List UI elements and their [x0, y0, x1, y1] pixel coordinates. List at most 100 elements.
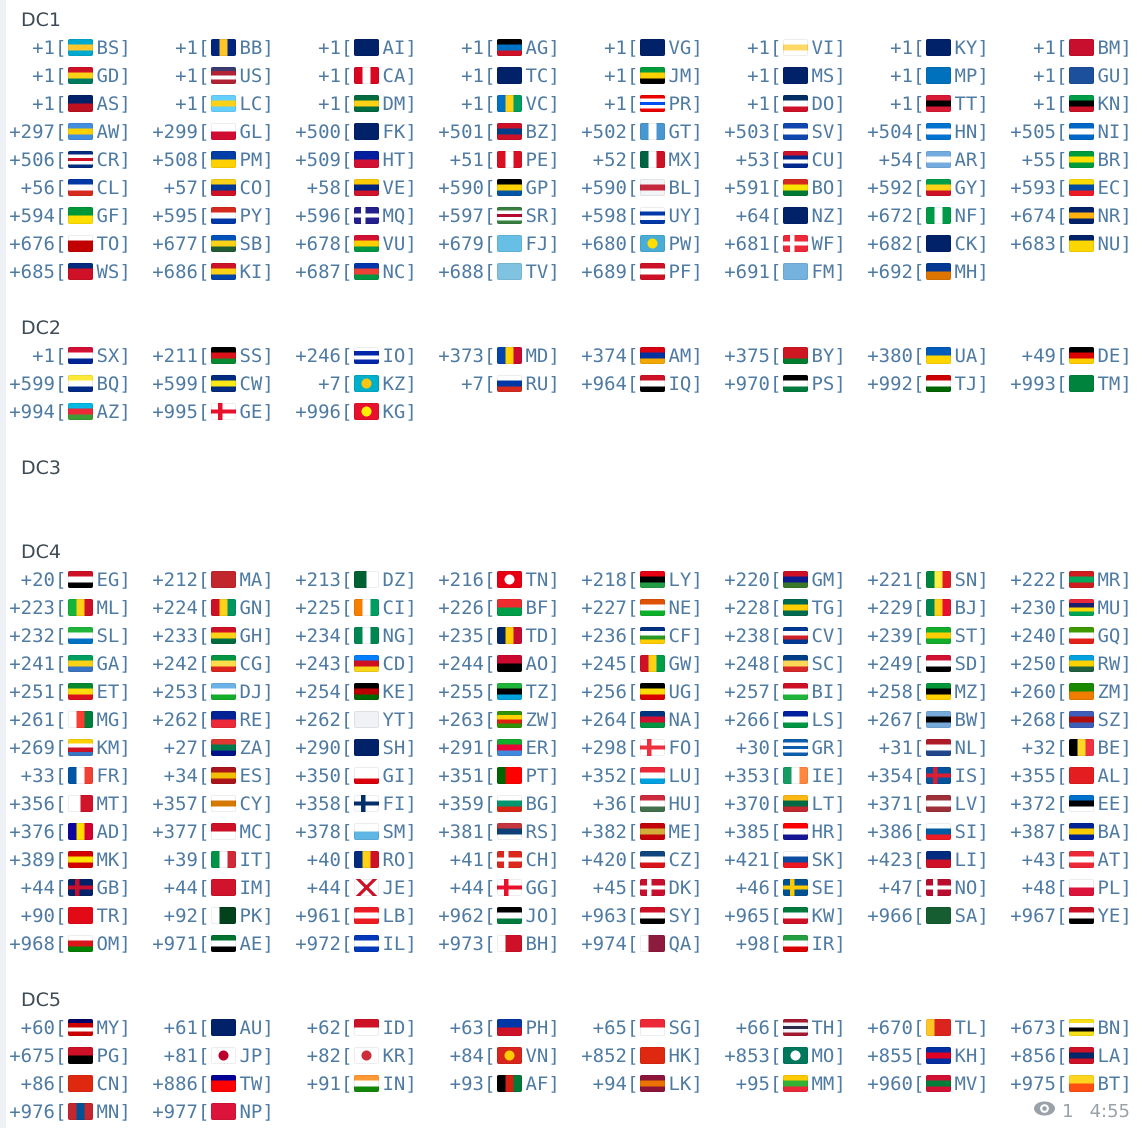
phone-code-entry[interactable]: +1[VG]	[572, 34, 715, 62]
phone-code-entry[interactable]: +243[CD]	[286, 650, 429, 678]
phone-code-entry[interactable]: +976[MN]	[0, 1098, 143, 1126]
phone-code-entry[interactable]: +852[HK]	[572, 1042, 715, 1070]
phone-code-entry[interactable]: +91[IN]	[286, 1070, 429, 1098]
phone-code-entry[interactable]: +1[TT]	[858, 90, 1001, 118]
phone-code-entry[interactable]: +241[GA]	[0, 650, 143, 678]
phone-code-entry[interactable]: +46[SE]	[715, 874, 858, 902]
phone-code-entry[interactable]: +228[TG]	[715, 594, 858, 622]
phone-code-entry[interactable]: +44[JE]	[286, 874, 429, 902]
phone-code-entry[interactable]: +55[BR]	[1001, 146, 1144, 174]
phone-code-entry[interactable]: +258[MZ]	[858, 678, 1001, 706]
phone-code-entry[interactable]: +356[MT]	[0, 790, 143, 818]
phone-code-entry[interactable]: +597[SR]	[429, 202, 572, 230]
phone-code-entry[interactable]: +222[MR]	[1001, 566, 1144, 594]
phone-code-entry[interactable]: +1[KY]	[858, 34, 1001, 62]
phone-code-entry[interactable]: +381[RS]	[429, 818, 572, 846]
phone-code-entry[interactable]: +599[BQ]	[0, 370, 143, 398]
phone-code-entry[interactable]: +691[FM]	[715, 258, 858, 286]
phone-code-entry[interactable]: +856[LA]	[1001, 1042, 1144, 1070]
phone-code-entry[interactable]: +357[CY]	[143, 790, 286, 818]
phone-code-entry[interactable]: +20[EG]	[0, 566, 143, 594]
phone-code-entry[interactable]: +855[KH]	[858, 1042, 1001, 1070]
phone-code-entry[interactable]: +590[GP]	[429, 174, 572, 202]
phone-code-entry[interactable]: +682[CK]	[858, 230, 1001, 258]
phone-code-entry[interactable]: +970[PS]	[715, 370, 858, 398]
phone-code-entry[interactable]: +251[ET]	[0, 678, 143, 706]
phone-code-entry[interactable]: +389[MK]	[0, 846, 143, 874]
phone-code-entry[interactable]: +500[FK]	[286, 118, 429, 146]
phone-code-entry[interactable]: +680[PW]	[572, 230, 715, 258]
phone-code-entry[interactable]: +260[ZM]	[1001, 678, 1144, 706]
phone-code-entry[interactable]: +380[UA]	[858, 342, 1001, 370]
phone-code-entry[interactable]: +377[MC]	[143, 818, 286, 846]
phone-code-entry[interactable]: +64[NZ]	[715, 202, 858, 230]
phone-code-entry[interactable]: +975[BT]	[1001, 1070, 1144, 1098]
phone-code-entry[interactable]: +372[EE]	[1001, 790, 1144, 818]
phone-code-entry[interactable]: +420[CZ]	[572, 846, 715, 874]
phone-code-entry[interactable]: +40[RO]	[286, 846, 429, 874]
phone-code-entry[interactable]: +53[CU]	[715, 146, 858, 174]
phone-code-entry[interactable]: +977[NP]	[143, 1098, 286, 1126]
phone-code-entry[interactable]: +268[SZ]	[1001, 706, 1144, 734]
phone-code-entry[interactable]: +238[CV]	[715, 622, 858, 650]
phone-code-entry[interactable]: +93[AF]	[429, 1070, 572, 1098]
phone-code-entry[interactable]: +41[CH]	[429, 846, 572, 874]
phone-code-entry[interactable]: +44[GG]	[429, 874, 572, 902]
phone-code-entry[interactable]: +351[PT]	[429, 762, 572, 790]
phone-code-entry[interactable]: +230[MU]	[1001, 594, 1144, 622]
phone-code-entry[interactable]: +675[PG]	[0, 1042, 143, 1070]
phone-code-entry[interactable]: +255[TZ]	[429, 678, 572, 706]
phone-code-entry[interactable]: +376[AD]	[0, 818, 143, 846]
phone-code-entry[interactable]: +672[NF]	[858, 202, 1001, 230]
phone-code-entry[interactable]: +245[GW]	[572, 650, 715, 678]
phone-code-entry[interactable]: +94[LK]	[572, 1070, 715, 1098]
phone-code-entry[interactable]: +33[FR]	[0, 762, 143, 790]
phone-code-entry[interactable]: +1[SX]	[0, 342, 143, 370]
phone-code-entry[interactable]: +505[NI]	[1001, 118, 1144, 146]
phone-code-entry[interactable]: +39[IT]	[143, 846, 286, 874]
phone-code-entry[interactable]: +95[MM]	[715, 1070, 858, 1098]
phone-code-entry[interactable]: +370[LT]	[715, 790, 858, 818]
phone-code-entry[interactable]: +48[PL]	[1001, 874, 1144, 902]
phone-code-entry[interactable]: +421[SK]	[715, 846, 858, 874]
phone-code-entry[interactable]: +213[DZ]	[286, 566, 429, 594]
phone-code-entry[interactable]: +1[MS]	[715, 62, 858, 90]
phone-code-entry[interactable]: +236[CF]	[572, 622, 715, 650]
phone-code-entry[interactable]: +590[BL]	[572, 174, 715, 202]
phone-code-entry[interactable]: +262[YT]	[286, 706, 429, 734]
phone-code-entry[interactable]: +92[PK]	[143, 902, 286, 930]
phone-code-entry[interactable]: +27[ZA]	[143, 734, 286, 762]
phone-code-entry[interactable]: +685[WS]	[0, 258, 143, 286]
phone-code-entry[interactable]: +1[MP]	[858, 62, 1001, 90]
phone-code-entry[interactable]: +1[BS]	[0, 34, 143, 62]
phone-code-entry[interactable]: +32[BE]	[1001, 734, 1144, 762]
phone-code-entry[interactable]: +84[VN]	[429, 1042, 572, 1070]
phone-code-entry[interactable]: +221[SN]	[858, 566, 1001, 594]
phone-code-entry[interactable]: +212[MA]	[143, 566, 286, 594]
phone-code-entry[interactable]: +233[GH]	[143, 622, 286, 650]
phone-code-entry[interactable]: +501[BZ]	[429, 118, 572, 146]
phone-code-entry[interactable]: +1[GU]	[1001, 62, 1144, 90]
phone-code-entry[interactable]: +250[RW]	[1001, 650, 1144, 678]
phone-code-entry[interactable]: +82[KR]	[286, 1042, 429, 1070]
phone-code-entry[interactable]: +598[UY]	[572, 202, 715, 230]
phone-code-entry[interactable]: +375[BY]	[715, 342, 858, 370]
phone-code-entry[interactable]: +44[IM]	[143, 874, 286, 902]
phone-code-entry[interactable]: +678[VU]	[286, 230, 429, 258]
phone-code-entry[interactable]: +98[IR]	[715, 930, 858, 958]
phone-code-entry[interactable]: +995[GE]	[143, 398, 286, 426]
phone-code-entry[interactable]: +52[MX]	[572, 146, 715, 174]
phone-code-entry[interactable]: +1[VC]	[429, 90, 572, 118]
phone-code-entry[interactable]: +689[PF]	[572, 258, 715, 286]
phone-code-entry[interactable]: +57[CO]	[143, 174, 286, 202]
phone-code-entry[interactable]: +246[IO]	[286, 342, 429, 370]
phone-code-entry[interactable]: +242[CG]	[143, 650, 286, 678]
phone-code-entry[interactable]: +508[PM]	[143, 146, 286, 174]
phone-code-entry[interactable]: +673[BN]	[1001, 1014, 1144, 1042]
phone-code-entry[interactable]: +290[SH]	[286, 734, 429, 762]
phone-code-entry[interactable]: +235[TD]	[429, 622, 572, 650]
phone-code-entry[interactable]: +220[GM]	[715, 566, 858, 594]
phone-code-entry[interactable]: +267[BW]	[858, 706, 1001, 734]
phone-code-entry[interactable]: +47[NO]	[858, 874, 1001, 902]
phone-code-entry[interactable]: +679[FJ]	[429, 230, 572, 258]
